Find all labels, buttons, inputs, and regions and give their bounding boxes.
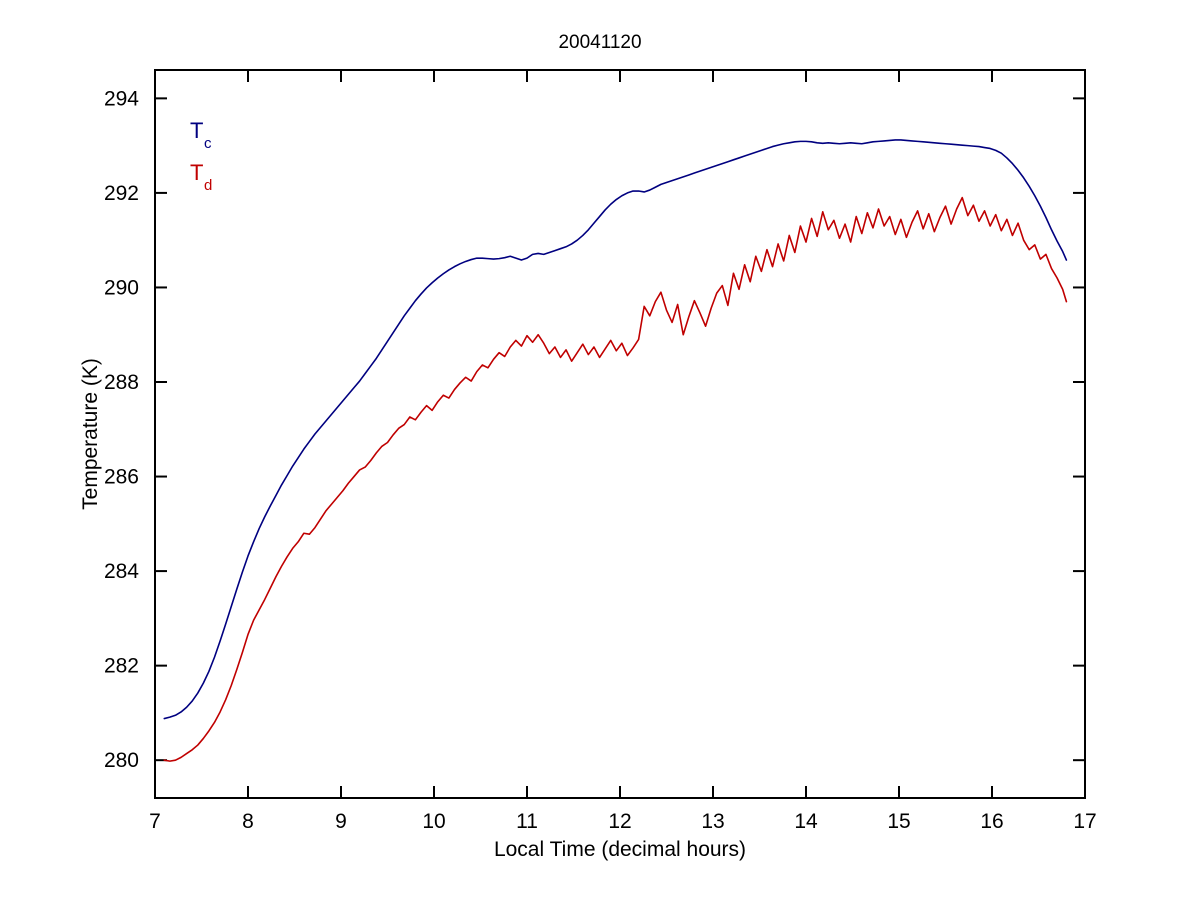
- legend-label: T: [190, 118, 203, 143]
- y-tick-label: 282: [104, 655, 139, 678]
- chart-title: 20041120: [558, 32, 642, 53]
- plot-frame: [154, 69, 1086, 799]
- legend-subscript: d: [204, 177, 212, 194]
- x-tick-label: 15: [887, 810, 910, 833]
- y-tick-label: 286: [104, 466, 139, 489]
- y-tick-label: 294: [104, 87, 139, 110]
- y-tick-label: 288: [104, 371, 139, 394]
- y-tick-label: 290: [104, 276, 139, 299]
- x-tick-label: 13: [701, 810, 724, 833]
- x-tick-label: 7: [149, 810, 161, 833]
- x-tick-label: 9: [335, 810, 347, 833]
- x-tick-label: 11: [516, 810, 538, 833]
- x-tick-label: 8: [242, 810, 254, 833]
- legend-entry-tc: Tc: [190, 118, 212, 152]
- legend-subscript: c: [204, 135, 212, 152]
- legend-label: T: [190, 160, 203, 185]
- y-tick-label: 284: [104, 560, 139, 583]
- x-tick-label: 10: [422, 810, 445, 833]
- y-axis-ticks: 280 282 284 286 288 290 292 294: [104, 87, 1085, 772]
- series-line-tc: [163, 139, 1068, 720]
- x-axis-title: Local Time (decimal hours): [494, 838, 746, 861]
- x-tick-label: 14: [794, 810, 818, 833]
- x-tick-label: 12: [608, 810, 631, 833]
- x-tick-label: 17: [1073, 810, 1096, 833]
- series-line-td: [163, 196, 1068, 762]
- legend-entry-td: Td: [190, 160, 212, 194]
- x-tick-label: 16: [980, 810, 1003, 833]
- data-series-group: [163, 139, 1068, 762]
- axes-frame: [154, 69, 1086, 799]
- y-tick-label: 292: [104, 182, 139, 205]
- y-axis-title: Temperature (K): [79, 358, 102, 510]
- y-tick-label: 280: [104, 749, 139, 772]
- x-axis-ticks: 7 8 9 10 11 12 13 14 15 16 17: [149, 70, 1097, 833]
